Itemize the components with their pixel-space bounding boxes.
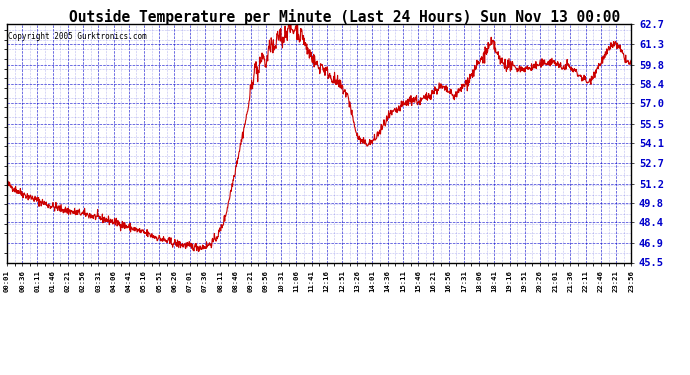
Text: Copyright 2005 Gurktronics.com: Copyright 2005 Gurktronics.com — [8, 32, 147, 40]
Text: Outside Temperature per Minute (Last 24 Hours) Sun Nov 13 00:00: Outside Temperature per Minute (Last 24 … — [70, 9, 620, 26]
